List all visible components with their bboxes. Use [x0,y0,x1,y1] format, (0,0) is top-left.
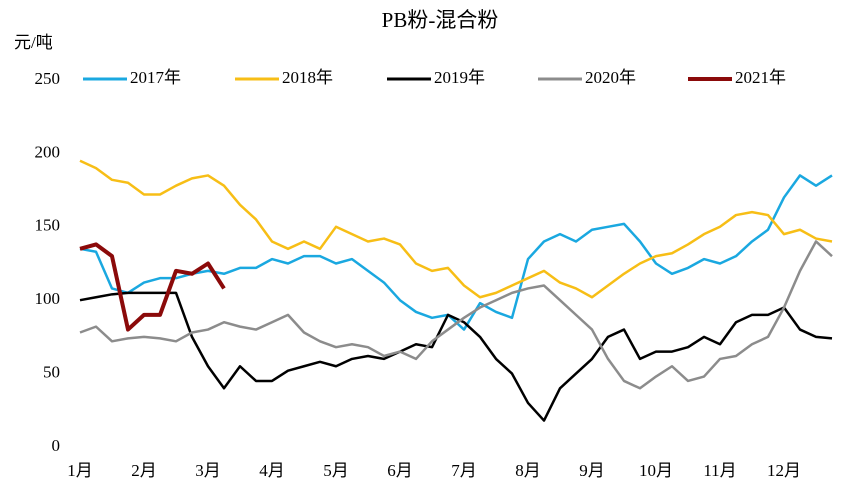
y-tick-label: 100 [35,289,61,308]
line-series [79,291,833,422]
line-series [79,240,833,390]
x-tick-label: 4月 [259,461,285,480]
line-series [79,242,226,332]
legend-label: 2017年 [130,68,181,87]
legend-label: 2020年 [585,68,636,87]
y-tick-label: 150 [35,216,61,235]
x-tick-label: 11月 [703,461,736,480]
legend-label: 2018年 [282,68,333,87]
x-tick-label: 2月 [131,461,157,480]
y-tick-label: 250 [35,69,61,88]
line-series [79,174,833,331]
x-tick-label: 9月 [579,461,605,480]
legend-label: 2019年 [434,68,485,87]
x-tick-label: 5月 [323,461,349,480]
y-tick-label: 200 [35,142,61,161]
line-series [79,159,833,299]
x-tick-label: 8月 [515,461,541,480]
x-tick-label: 10月 [639,461,673,480]
x-tick-label: 1月 [67,461,93,480]
x-tick-label: 12月 [767,461,801,480]
legend-label: 2021年 [735,68,786,87]
x-tick-label: 3月 [195,461,221,480]
chart-title: PB粉-混合粉 [382,8,499,32]
y-tick-label: 50 [43,363,60,382]
x-tick-label: 7月 [451,461,477,480]
x-tick-label: 6月 [387,461,413,480]
y-tick-label: 0 [52,436,61,455]
y-axis-label: 元/吨 [14,33,53,52]
